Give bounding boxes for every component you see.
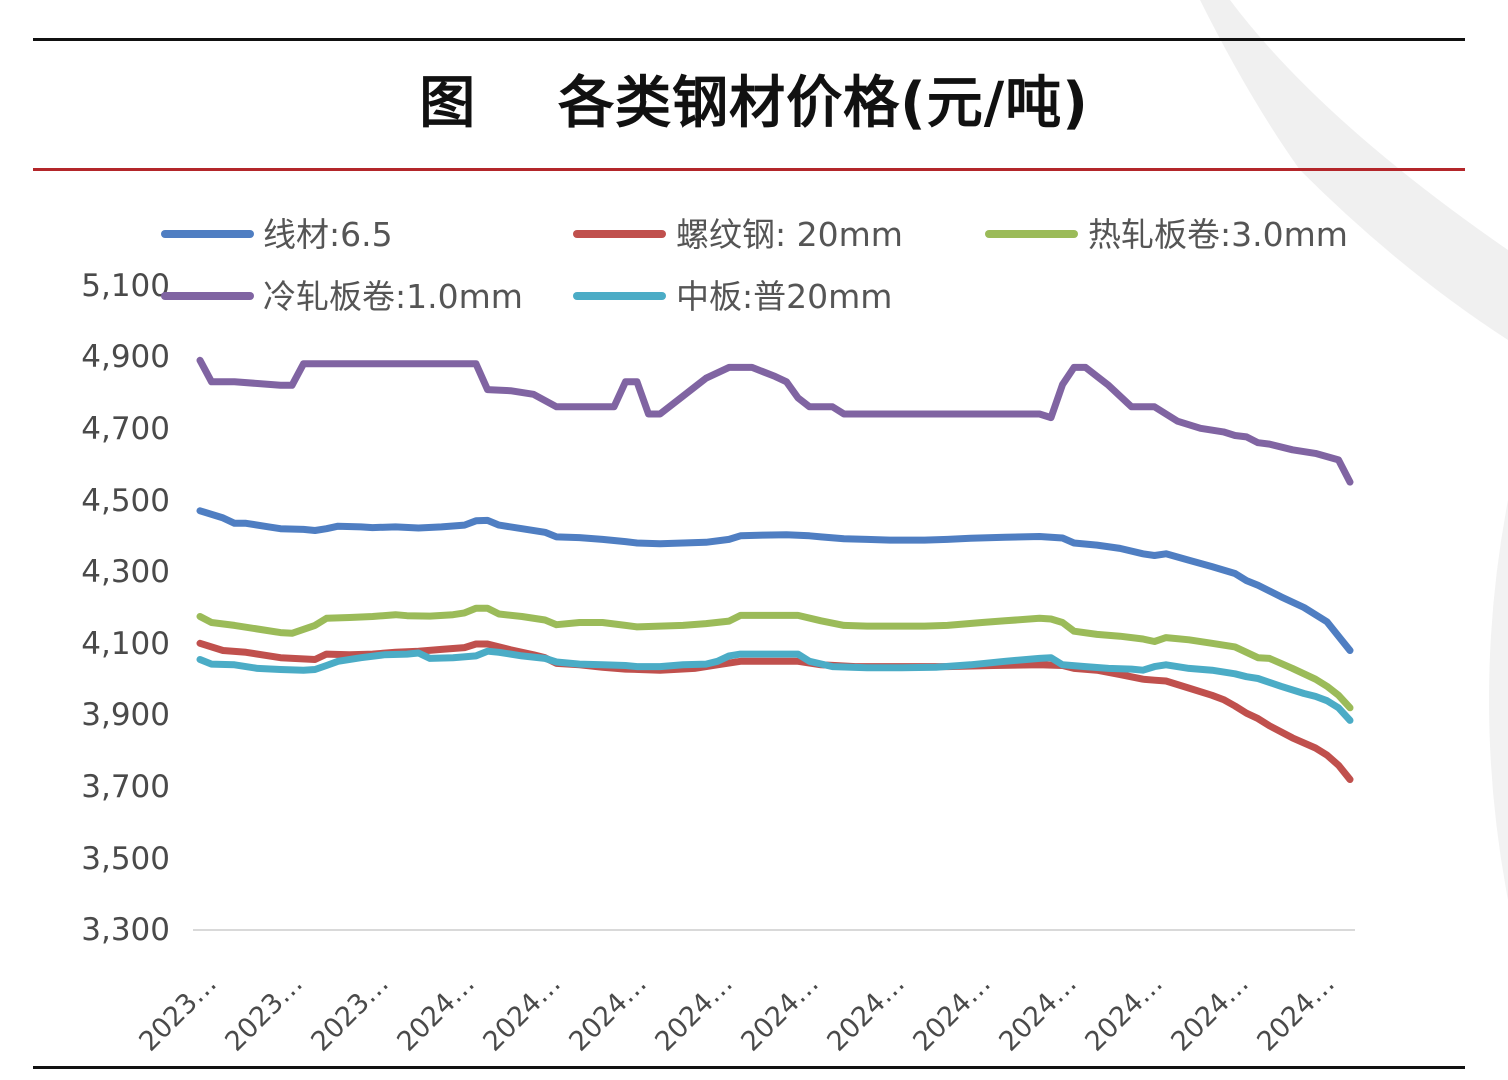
legend: 线材:6.5 螺纹钢: 20mm 热轧板卷:3.0mm 冷轧板卷:1.0mm 中… <box>161 215 1348 316</box>
x-tick-label: 2024… <box>821 968 911 1058</box>
y-tick-label: 5,100 <box>81 268 170 304</box>
y-tick-label: 4,500 <box>81 483 170 519</box>
x-tick-label: 2024… <box>391 968 481 1058</box>
x-tick-label: 2024… <box>907 968 997 1058</box>
legend-label: 线材:6.5 <box>263 215 393 254</box>
y-axis: 5,100 4,900 4,700 4,500 4,300 4,100 3,90… <box>81 268 170 948</box>
x-tick-label: 2023… <box>133 968 223 1058</box>
y-tick-label: 3,700 <box>81 769 170 805</box>
x-tick-label: 2023… <box>305 968 395 1058</box>
top-rule <box>33 38 1465 41</box>
series-line-medium-plate <box>196 647 1354 724</box>
x-tick-label: 2023… <box>219 968 309 1058</box>
x-tick-label: 2024… <box>993 968 1083 1058</box>
page-title: 图 各类钢材价格(元/吨) <box>419 71 1089 136</box>
legend-label: 热轧板卷:3.0mm <box>1088 215 1348 254</box>
x-tick-label: 2024… <box>1165 968 1255 1058</box>
x-tick-label: 2024… <box>477 968 567 1058</box>
x-tick-label: 2024… <box>1079 968 1169 1058</box>
y-tick-label: 4,100 <box>81 626 170 662</box>
legend-item-medium-plate: 中板:普20mm <box>573 277 892 316</box>
series-lines <box>196 356 1354 783</box>
x-tick-label: 2024… <box>563 968 653 1058</box>
series-line-wire-rod <box>196 507 1354 654</box>
x-tick-label: 2024… <box>649 968 739 1058</box>
y-tick-label: 4,700 <box>81 411 170 447</box>
y-tick-label: 3,500 <box>81 841 170 877</box>
series-line-hot-rolled-coil <box>196 604 1354 712</box>
bottom-rule <box>33 1066 1465 1069</box>
y-tick-label: 3,300 <box>81 912 170 948</box>
y-tick-label: 4,300 <box>81 554 170 590</box>
legend-item-hot-rolled-coil: 热轧板卷:3.0mm <box>985 215 1348 254</box>
series-line-cold-rolled-coil <box>196 356 1354 486</box>
x-tick-label: 2024… <box>735 968 825 1058</box>
legend-item-cold-rolled-coil: 冷轧板卷:1.0mm <box>161 277 523 316</box>
x-axis-labels: 2023… 2023… 2023… 2024… 2024… 2024… 2024… <box>133 968 1341 1058</box>
y-tick-label: 3,900 <box>81 697 170 733</box>
legend-label: 螺纹钢: 20mm <box>676 215 903 254</box>
legend-item-rebar: 螺纹钢: 20mm <box>573 215 903 254</box>
x-tick-label: 2024… <box>1251 968 1341 1058</box>
legend-item-wire-rod: 线材:6.5 <box>161 215 393 254</box>
y-tick-label: 4,900 <box>81 339 170 375</box>
legend-label: 中板:普20mm <box>676 277 892 316</box>
title-underline <box>33 168 1465 171</box>
legend-label: 冷轧板卷:1.0mm <box>263 277 523 316</box>
